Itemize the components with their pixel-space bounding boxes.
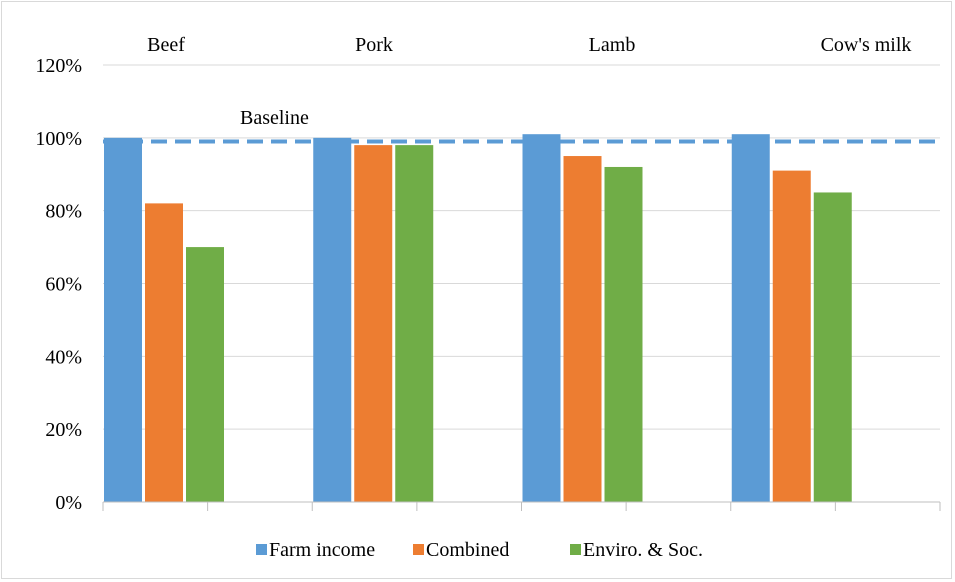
legend-swatch — [570, 544, 581, 555]
x-axis — [102, 501, 941, 511]
y-tick-label: 60% — [45, 274, 82, 296]
y-tick-label: 80% — [45, 201, 82, 223]
baseline: Baseline — [103, 107, 940, 144]
legend-label: Combined — [426, 539, 509, 561]
category-labels: Beef Pork Lamb Cow's milk — [147, 34, 911, 56]
bar-farm-income-beef — [104, 137, 142, 503]
legend: Farm income Combined Enviro. & Soc. — [256, 539, 703, 561]
bar-farm-income-pork — [313, 137, 352, 503]
bar-farm-income-cow-s-milk — [731, 134, 770, 503]
legend-label: Enviro. & Soc. — [583, 539, 703, 561]
legend-swatch — [256, 544, 267, 555]
y-tick-label: 40% — [45, 346, 82, 368]
baseline-label: Baseline — [240, 107, 309, 129]
category-label: Cow's milk — [821, 34, 912, 56]
bar-enviro-soc-lamb — [604, 166, 643, 502]
bar-combined-beef — [145, 203, 183, 502]
category-label: Beef — [147, 34, 185, 56]
legend-swatch — [413, 544, 424, 555]
bar-combined-pork — [354, 145, 393, 502]
y-tick-label: 0% — [55, 492, 82, 514]
bar-enviro-soc-pork — [395, 145, 434, 502]
bar-enviro-soc-beef — [186, 247, 224, 502]
y-tick-label: 100% — [35, 128, 82, 150]
category-label: Lamb — [589, 34, 636, 56]
legend-label: Farm income — [269, 539, 375, 561]
y-tick-label: 20% — [45, 419, 82, 441]
bar-farm-income-lamb — [522, 134, 561, 503]
bar-enviro-soc-cow-s-milk — [813, 192, 852, 503]
bars — [104, 134, 852, 503]
y-tick-label: 120% — [35, 55, 82, 77]
category-label: Pork — [355, 34, 393, 56]
y-axis-tick-labels: 0% 20% 40% 60% 80% 100% 120% — [35, 55, 82, 514]
bar-combined-cow-s-milk — [772, 170, 811, 502]
bar-combined-lamb — [563, 156, 602, 502]
